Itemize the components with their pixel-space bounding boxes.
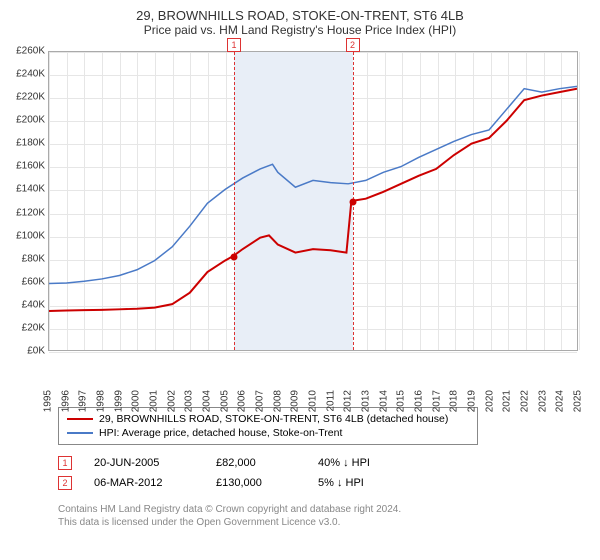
annotation-price: £82,000 <box>216 457 296 469</box>
legend-label: HPI: Average price, detached house, Stok… <box>99 427 342 439</box>
annotation-delta: 5% ↓ HPI <box>318 477 364 489</box>
chart-area: 12 £0K£20K£40K£60K£80K£100K£120K£140K£16… <box>48 43 600 373</box>
legend-label: 29, BROWNHILLS ROAD, STOKE-ON-TRENT, ST6… <box>99 413 448 425</box>
legend-item: HPI: Average price, detached house, Stok… <box>67 426 469 440</box>
chart-title: 29, BROWNHILLS ROAD, STOKE-ON-TRENT, ST6… <box>10 8 590 23</box>
legend-item: 29, BROWNHILLS ROAD, STOKE-ON-TRENT, ST6… <box>67 412 469 426</box>
annotation-row: 2 06-MAR-2012 £130,000 5% ↓ HPI <box>58 473 590 493</box>
annotation-marker: 1 <box>58 456 72 470</box>
footer-line-1: Contains HM Land Registry data © Crown c… <box>58 503 590 516</box>
footer: Contains HM Land Registry data © Crown c… <box>58 503 590 529</box>
marker-2: 2 <box>346 38 360 52</box>
plot-region: 12 <box>48 51 578 351</box>
footer-line-2: This data is licensed under the Open Gov… <box>58 516 590 529</box>
annotation-marker: 2 <box>58 476 72 490</box>
annotation-price: £130,000 <box>216 477 296 489</box>
annotation-date: 06-MAR-2012 <box>94 477 194 489</box>
annotation-date: 20-JUN-2005 <box>94 457 194 469</box>
annotation-delta: 40% ↓ HPI <box>318 457 370 469</box>
legend: 29, BROWNHILLS ROAD, STOKE-ON-TRENT, ST6… <box>58 407 478 445</box>
annotations: 1 20-JUN-2005 £82,000 40% ↓ HPI 2 06-MAR… <box>58 453 590 493</box>
chart-subtitle: Price paid vs. HM Land Registry's House … <box>10 23 590 37</box>
annotation-row: 1 20-JUN-2005 £82,000 40% ↓ HPI <box>58 453 590 473</box>
chart-container: 29, BROWNHILLS ROAD, STOKE-ON-TRENT, ST6… <box>0 0 600 560</box>
marker-1: 1 <box>227 38 241 52</box>
